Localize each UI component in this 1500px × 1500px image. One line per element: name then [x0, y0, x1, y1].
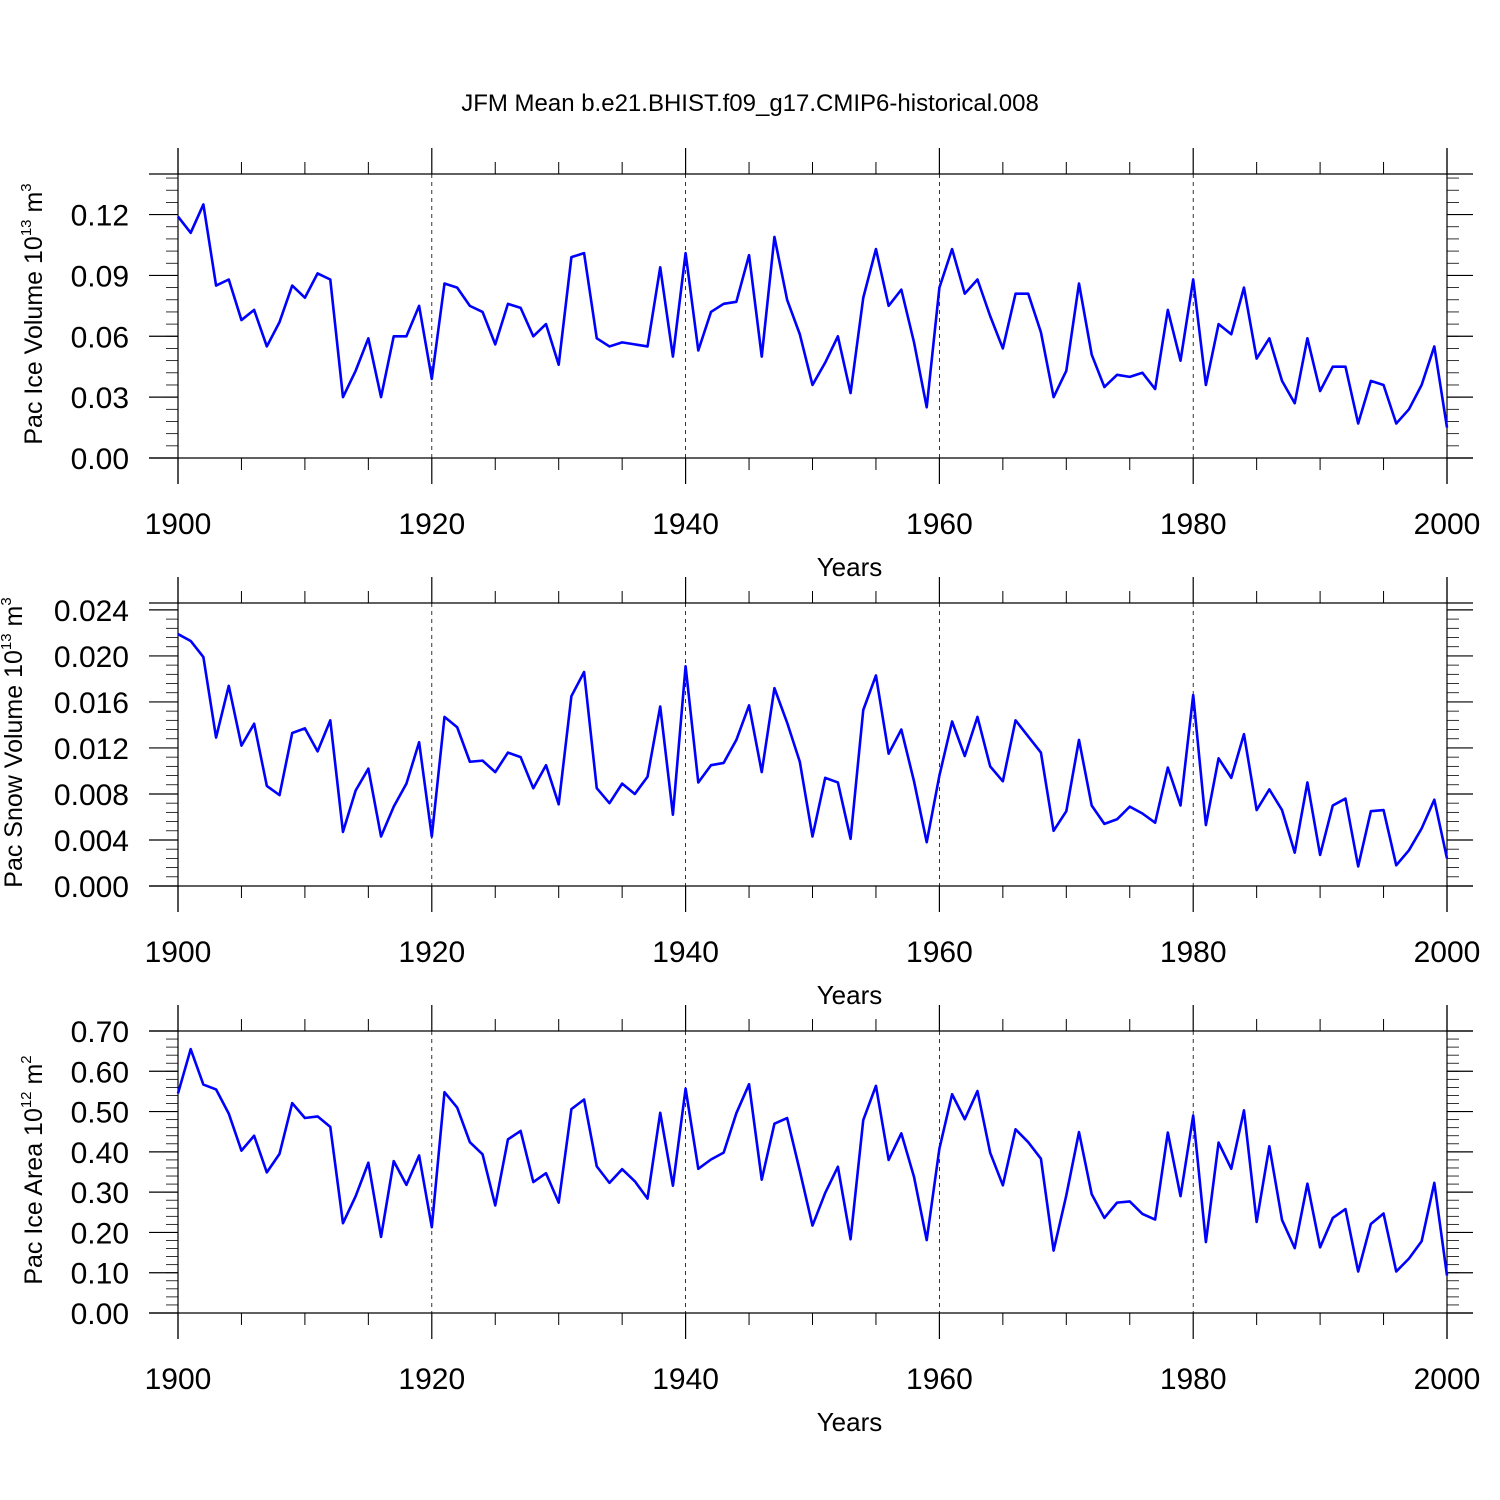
y-tick-label: 0.06	[71, 321, 129, 354]
x-tick-label: 1980	[1160, 508, 1227, 541]
y-axis-label-unit: m	[0, 606, 28, 634]
x-tick-label: 2000	[1414, 508, 1481, 541]
y-tick-label: 0.70	[71, 1016, 129, 1049]
y-axis-label-exponent: 13	[0, 633, 15, 650]
y-tick-label: 0.30	[71, 1177, 129, 1210]
x-axis-label: Years	[817, 980, 883, 1010]
y-axis-label-unit: m	[20, 192, 48, 220]
x-tick-label: 2000	[1414, 1363, 1481, 1396]
y-tick-label: 0.024	[54, 595, 129, 628]
ice-area-panel: 1900 1920 1940 1960 1980 2000 Years 0.00 0.10 0.2…	[18, 1005, 1480, 1437]
y-tick-label: 0.008	[54, 779, 129, 812]
y-tick-label: 0.00	[71, 1298, 129, 1331]
y-tick-label: 0.00	[71, 443, 129, 476]
y-tick-label: 0.09	[71, 260, 129, 293]
series-line	[176, 203, 1449, 428]
series-line	[176, 1047, 1449, 1276]
y-tick-label: 0.10	[71, 1258, 129, 1291]
y-axis-label-unit-exponent: 3	[18, 183, 35, 191]
y-axis-label-exponent: 12	[18, 1091, 35, 1108]
y-axis-label-text: Pac Snow Volume 10	[0, 650, 28, 888]
y-tick-label: 0.000	[54, 871, 129, 904]
y-axis-label-unit-exponent: 2	[18, 1055, 35, 1063]
x-tick-label: 1980	[1160, 1363, 1227, 1396]
y-axis-label-unit-exponent: 3	[0, 597, 15, 605]
x-tick-label: 1920	[398, 508, 465, 541]
y-axis-label: Pac Ice Volume 1013 m3	[18, 183, 48, 444]
y-axis-label-unit: m	[20, 1064, 48, 1092]
y-tick-label: 0.20	[71, 1217, 129, 1250]
y-tick-label: 0.12	[71, 200, 129, 233]
y-tick-label: 0.020	[54, 641, 129, 674]
x-tick-label: 1960	[906, 508, 973, 541]
y-tick-label: 0.03	[71, 382, 129, 415]
y-tick-label: 0.40	[71, 1137, 129, 1170]
ice-volume-panel: 1900 1920 1940 1960 1980 2000 Years 0.00 0.03 0.0…	[18, 148, 1480, 582]
x-tick-label: 1980	[1160, 936, 1227, 969]
figure-title: JFM Mean b.e21.BHIST.f09_g17.CMIP6-histo…	[461, 90, 1039, 117]
y-tick-label: 0.60	[71, 1056, 129, 1089]
x-tick-label: 2000	[1414, 936, 1481, 969]
y-tick-label: 0.016	[54, 687, 129, 720]
x-axis-label: Years	[817, 1407, 883, 1437]
x-tick-label: 1960	[906, 1363, 973, 1396]
x-tick-label: 1920	[398, 936, 465, 969]
y-tick-label: 0.012	[54, 733, 129, 766]
y-axis-label-exponent: 13	[18, 219, 35, 236]
x-tick-label: 1900	[145, 936, 212, 969]
y-tick-label: 0.004	[54, 825, 129, 858]
y-tick-label: 0.50	[71, 1097, 129, 1130]
x-tick-label: 1900	[145, 1363, 212, 1396]
snow-volume-panel: 1900 1920 1940 1960 1980 2000 Years 0.000 0.004 0…	[0, 577, 1480, 1010]
y-axis-label: Pac Ice Area 1012 m2	[18, 1055, 48, 1284]
y-axis-label-text: Pac Ice Area 10	[20, 1108, 48, 1285]
x-tick-label: 1940	[652, 936, 719, 969]
x-tick-label: 1940	[652, 508, 719, 541]
x-tick-label: 1960	[906, 936, 973, 969]
x-tick-label: 1900	[145, 508, 212, 541]
y-axis-label-text: Pac Ice Volume 10	[20, 236, 48, 444]
x-tick-label: 1940	[652, 1363, 719, 1396]
x-tick-label: 1920	[398, 1363, 465, 1396]
series-line	[177, 632, 1449, 868]
x-axis-label: Years	[817, 552, 883, 582]
y-axis-label: Pac Snow Volume 1013 m3	[0, 597, 28, 887]
panels: 1900 1920 1940 1960 1980 2000 Years 0.00 0.03 0.0…	[0, 148, 1480, 1437]
